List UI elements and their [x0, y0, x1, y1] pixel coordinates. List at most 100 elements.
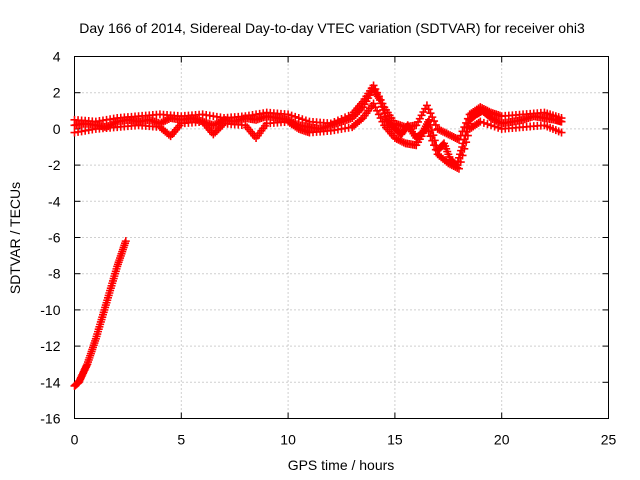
data-point	[333, 116, 342, 125]
y-tick-label: -8	[48, 266, 61, 282]
data-point	[431, 120, 440, 129]
data-point	[344, 111, 353, 120]
data-point	[121, 237, 130, 246]
data-point	[479, 118, 488, 127]
y-tick-label: -14	[40, 374, 60, 390]
data-point	[458, 151, 467, 160]
data-point	[481, 105, 490, 114]
data-point	[483, 120, 492, 129]
data-point	[293, 123, 301, 132]
data-point	[298, 115, 307, 124]
data-point	[451, 133, 460, 142]
data-point	[209, 121, 218, 130]
x-tick-label: 15	[387, 432, 403, 448]
series-lower-band	[70, 99, 566, 173]
y-tick-label: 0	[53, 121, 61, 137]
data-point	[218, 121, 227, 130]
data-point	[209, 130, 218, 139]
data-point	[376, 95, 385, 104]
data-point	[454, 164, 463, 173]
data-point	[454, 135, 463, 144]
data-point	[374, 92, 383, 101]
data-point	[476, 117, 485, 126]
x-tick-label: 25	[601, 432, 617, 448]
data-point	[460, 123, 469, 132]
data-point	[557, 114, 566, 123]
data-point	[216, 123, 225, 132]
data-point	[449, 133, 458, 142]
data-point	[428, 136, 437, 145]
data-point	[287, 111, 296, 120]
data-point	[449, 162, 458, 171]
data-point	[390, 133, 399, 142]
data-point	[422, 101, 431, 110]
data-point	[458, 127, 467, 136]
data-point	[369, 99, 378, 108]
x-tick-label: 20	[494, 432, 510, 448]
data-point	[453, 163, 462, 172]
data-point	[371, 85, 380, 94]
data-point	[431, 145, 440, 154]
y-tick-label: -10	[40, 302, 60, 318]
data-point	[424, 127, 433, 136]
data-point	[476, 103, 485, 112]
data-point	[371, 103, 380, 112]
data-point	[326, 119, 335, 128]
data-point	[111, 118, 120, 127]
data-point	[433, 124, 442, 133]
data-points	[70, 81, 566, 390]
series-early-trend	[70, 237, 130, 390]
data-point	[430, 117, 439, 126]
data-point	[483, 106, 492, 115]
axis-ticks: 0 5 10 15 20 25 -16 -14 -12 -10 -8 -6 -4 -2 0 2 4	[40, 49, 616, 448]
data-point	[444, 159, 453, 168]
data-point	[442, 129, 451, 138]
data-point	[284, 110, 293, 119]
x-tick-label: 0	[71, 432, 79, 448]
data-point	[422, 123, 431, 132]
data-point	[435, 125, 444, 134]
data-point	[437, 126, 446, 135]
data-point	[490, 122, 499, 131]
data-point	[440, 128, 449, 137]
data-point	[456, 158, 465, 167]
series-upper-band	[70, 81, 566, 144]
x-tick-label: 5	[177, 432, 185, 448]
data-point	[396, 136, 405, 145]
data-point	[161, 116, 170, 125]
data-point	[428, 113, 437, 122]
data-point	[211, 120, 220, 129]
data-point	[447, 132, 456, 141]
data-point	[341, 113, 350, 122]
data-point	[494, 123, 503, 132]
data-point	[291, 112, 300, 121]
data-point	[330, 117, 339, 126]
data-point	[463, 131, 472, 140]
data-point	[479, 104, 488, 113]
data-point	[446, 160, 455, 169]
y-tick-label: -4	[48, 193, 61, 209]
y-tick-label: -2	[48, 157, 61, 173]
data-point	[369, 81, 378, 90]
data-point	[447, 161, 456, 170]
data-point	[557, 128, 566, 137]
y-tick-label: -12	[40, 338, 60, 354]
data-point	[214, 124, 223, 133]
data-point	[451, 162, 460, 171]
data-point	[376, 114, 385, 123]
data-point	[485, 107, 494, 116]
data-point	[462, 118, 471, 127]
data-point	[378, 117, 387, 126]
y-tick-label: 2	[53, 85, 61, 101]
data-point	[373, 106, 382, 115]
y-tick-label: -6	[48, 230, 61, 246]
data-point	[104, 122, 113, 131]
chart-title: Day 166 of 2014, Sidereal Day-to-day VTE…	[79, 20, 585, 36]
data-point	[424, 105, 433, 114]
data-point	[426, 132, 435, 141]
data-point	[478, 104, 487, 113]
data-point	[373, 88, 382, 97]
y-axis-label: SDTVAR / TECUs	[7, 182, 23, 294]
data-point	[337, 114, 346, 123]
data-point	[374, 110, 383, 119]
